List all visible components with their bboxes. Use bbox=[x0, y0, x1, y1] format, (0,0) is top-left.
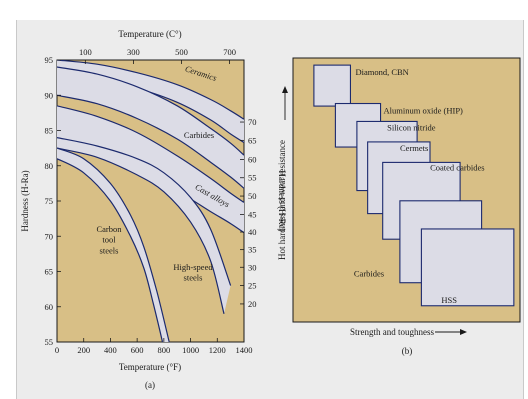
x-tick-label: 200 bbox=[77, 345, 90, 355]
y2-tick-label: 25 bbox=[248, 281, 257, 291]
region-label-carbides: Carbides bbox=[354, 269, 384, 279]
chart-b-ylabel: Hot hardness and wear resistance bbox=[277, 140, 287, 260]
x2-tick-label: 500 bbox=[175, 47, 188, 57]
x2-tick-label: 100 bbox=[79, 47, 92, 57]
y2-tick-label: 55 bbox=[248, 173, 257, 183]
chart-a-axes: 0 200 400 600 800 1000 1200 1400 100 300 500 700 55 6… bbox=[45, 47, 257, 355]
y-tick-label: 80 bbox=[45, 161, 54, 171]
x-tick-label: 1400 bbox=[236, 345, 253, 355]
region-label-diamond-cbn: Diamond, CBN bbox=[355, 67, 408, 77]
x-tick-label: 1000 bbox=[182, 345, 199, 355]
chart-a-ylabel: Hardness (H-Ra) bbox=[20, 170, 30, 231]
label-carbon-tool-steels: Carbon tool steels bbox=[96, 224, 122, 255]
region-label-silicon-nitride: Silicon nitride bbox=[387, 122, 436, 132]
band-carbon-tool-steels-lower-line bbox=[57, 158, 164, 342]
x-tick-label: 600 bbox=[131, 345, 144, 355]
region-label-cermets: Cermets bbox=[400, 143, 428, 153]
x-tick-label: 0 bbox=[55, 345, 59, 355]
y-tick-label: 85 bbox=[45, 126, 54, 136]
y2-tick-label: 45 bbox=[248, 209, 257, 219]
chart-a-x2label: Temperature (C°) bbox=[118, 29, 181, 39]
chart-b: Diamond, CBN Aluminum oxide (HIP) Silicon … bbox=[277, 57, 521, 356]
band-cast-alloys-upper-line bbox=[57, 105, 244, 203]
x2-tick-label: 700 bbox=[223, 47, 236, 57]
x-tick-label: 400 bbox=[104, 345, 117, 355]
x-tick-label: 800 bbox=[157, 345, 170, 355]
chart-a: 0 200 400 600 800 1000 1200 1400 100 300 500 700 55 6… bbox=[20, 29, 287, 390]
chart-b-regions: Diamond, CBN Aluminum oxide (HIP) Silicon … bbox=[313, 64, 515, 307]
y-tick-label: 65 bbox=[45, 267, 54, 277]
y-arrow-head bbox=[282, 86, 288, 93]
band-carbides-lower-line bbox=[57, 94, 244, 189]
y2-tick-label: 30 bbox=[248, 262, 257, 272]
y2-tick-label: 70 bbox=[248, 117, 257, 127]
y2-tick-label: 35 bbox=[248, 245, 257, 255]
y2-tick-label: 50 bbox=[248, 191, 257, 201]
figure-canvas: 0 200 400 600 800 1000 1200 1400 100 300 500 700 55 6… bbox=[20, 29, 521, 390]
region-hss bbox=[420, 228, 515, 307]
chart-a-y2label: Hardness (H-Rc) bbox=[277, 170, 287, 231]
chart-a-bands bbox=[57, 60, 244, 342]
chart-b-xlabel: Strength and toughness bbox=[350, 327, 434, 337]
y-tick-label: 70 bbox=[45, 231, 54, 241]
band-high-speed-steels-upper-line bbox=[57, 137, 232, 286]
y-tick-label: 60 bbox=[45, 302, 54, 312]
region-label-hss: HSS bbox=[441, 295, 457, 305]
y2-tick-label: 60 bbox=[248, 154, 257, 164]
label-high-speed-steels: High-speed steels bbox=[173, 262, 213, 283]
figure-frame: 0 200 400 600 800 1000 1200 1400 100 300 500 700 55 6… bbox=[16, 20, 524, 399]
band-high-speed-steels bbox=[57, 137, 231, 314]
region-label-coated-carbides: Coated carbides bbox=[430, 162, 485, 172]
y2-tick-label: 65 bbox=[248, 135, 257, 145]
y2-tick-label: 40 bbox=[248, 227, 257, 237]
chart-a-panel-label: (a) bbox=[145, 380, 155, 390]
band-carbon-tool-steels-upper-line bbox=[57, 147, 170, 342]
chart-b-panel-label: (b) bbox=[402, 346, 413, 356]
label-carbides: Carbides bbox=[184, 130, 214, 140]
y2-tick-label: 20 bbox=[248, 299, 257, 309]
x-tick-label: 1200 bbox=[209, 345, 226, 355]
x-arrow-head bbox=[460, 329, 467, 335]
y-tick-label: 75 bbox=[45, 196, 54, 206]
chart-b-arrows bbox=[282, 86, 467, 335]
band-carbides bbox=[57, 67, 244, 189]
x2-tick-label: 300 bbox=[127, 47, 140, 57]
region-label-aluminum-oxide-hip: Aluminum oxide (HIP) bbox=[384, 106, 463, 116]
y-tick-label: 55 bbox=[45, 337, 54, 347]
y-tick-label: 90 bbox=[45, 90, 54, 100]
band-carbides-upper-line bbox=[57, 66, 244, 156]
chart-a-xlabel: Temperature (°F) bbox=[119, 362, 181, 372]
y-tick-label: 95 bbox=[45, 55, 54, 65]
band-high-speed-steels-lower-line bbox=[57, 147, 225, 314]
region-diamond-cbn bbox=[313, 64, 351, 107]
band-ceramics-upper-line bbox=[57, 60, 244, 120]
